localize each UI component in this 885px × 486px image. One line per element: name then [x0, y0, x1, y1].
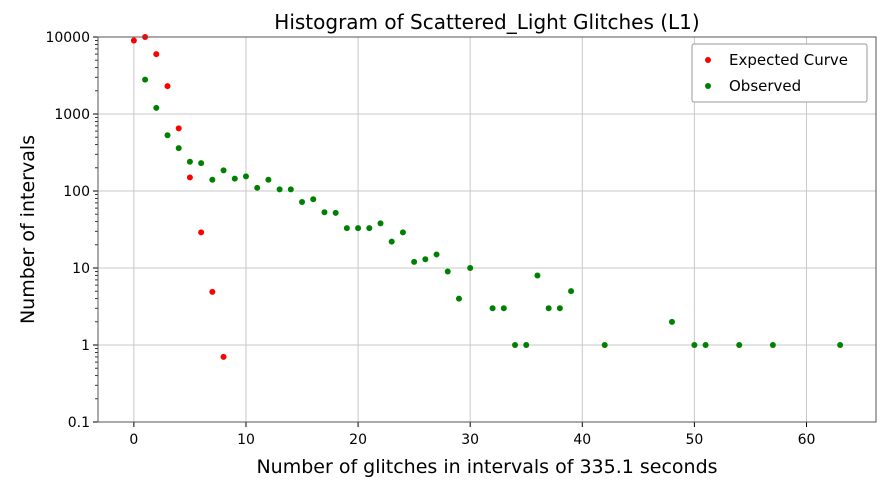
data-point	[691, 342, 698, 348]
data-point	[769, 342, 776, 348]
series-expected-curve	[130, 34, 227, 360]
data-point	[153, 51, 160, 58]
data-point	[444, 268, 451, 275]
data-points	[130, 34, 844, 360]
data-point	[142, 76, 149, 83]
x-tick-label: 40	[573, 432, 591, 448]
data-point	[366, 225, 373, 232]
data-point	[399, 229, 406, 236]
x-tick-label: 60	[798, 432, 816, 448]
data-point	[164, 83, 171, 90]
legend-label: Expected Curve	[729, 51, 848, 69]
data-point	[231, 175, 238, 182]
legend-label: Observed	[729, 77, 801, 95]
axis-ticks: 0 10 20 30 40 50 60 0.1 1 10 100 1000 10000	[45, 30, 815, 448]
data-point	[254, 184, 261, 191]
data-point	[568, 288, 575, 295]
data-point	[455, 295, 462, 302]
legend-marker	[705, 57, 711, 63]
data-point	[209, 176, 216, 183]
data-point	[411, 258, 418, 265]
data-point	[198, 160, 205, 167]
legend-marker	[705, 83, 711, 89]
data-point	[556, 305, 563, 312]
data-point	[736, 342, 743, 348]
data-point	[321, 209, 328, 216]
y-tick-label: 0.1	[68, 415, 90, 431]
series-observed	[142, 76, 844, 348]
data-point	[332, 209, 339, 216]
data-point	[287, 186, 294, 193]
data-point	[668, 318, 675, 325]
x-tick-label: 30	[461, 432, 479, 448]
data-point	[175, 145, 182, 152]
x-tick-label: 20	[349, 432, 367, 448]
data-point	[198, 229, 205, 236]
data-point	[186, 174, 193, 181]
chart-title: Histogram of Scattered_Light Glitches (L…	[274, 10, 699, 34]
data-point	[343, 225, 350, 232]
x-tick-label: 50	[685, 432, 703, 448]
data-point	[209, 288, 216, 295]
data-point	[489, 305, 496, 312]
data-point	[702, 342, 709, 348]
data-point	[500, 305, 507, 312]
data-point	[186, 158, 193, 165]
y-tick-label: 1000	[54, 107, 90, 123]
data-point	[299, 198, 306, 205]
data-point	[220, 167, 227, 174]
data-point	[534, 272, 541, 279]
legend-box	[691, 43, 868, 103]
data-point	[220, 353, 227, 360]
x-tick-label: 0	[129, 432, 138, 448]
y-tick-label: 100	[63, 184, 90, 200]
data-point	[265, 176, 272, 183]
data-point	[276, 186, 283, 193]
data-point	[242, 173, 249, 180]
y-tick-label: 1	[81, 338, 90, 354]
x-tick-label: 10	[237, 432, 255, 448]
data-point	[175, 125, 182, 132]
data-point	[310, 196, 317, 203]
data-point	[377, 220, 384, 227]
data-point	[130, 37, 137, 44]
plot-frame	[97, 36, 877, 423]
data-point	[467, 265, 474, 271]
data-point	[601, 342, 608, 348]
data-point	[422, 256, 429, 263]
data-point	[837, 342, 844, 348]
data-point	[388, 238, 395, 245]
data-point	[153, 104, 160, 111]
data-point	[164, 132, 171, 139]
data-point	[512, 342, 519, 348]
x-axis-label: Number of glitches in intervals of 335.1…	[256, 456, 717, 478]
legend: Expected Curve Observed	[691, 43, 868, 103]
y-axis-label: Number of intervals	[17, 135, 39, 324]
y-tick-label: 10	[72, 261, 90, 277]
data-point	[355, 225, 362, 232]
data-point	[523, 342, 530, 348]
data-point	[545, 305, 552, 312]
data-point	[433, 251, 440, 258]
y-tick-label: 10000	[45, 30, 90, 46]
